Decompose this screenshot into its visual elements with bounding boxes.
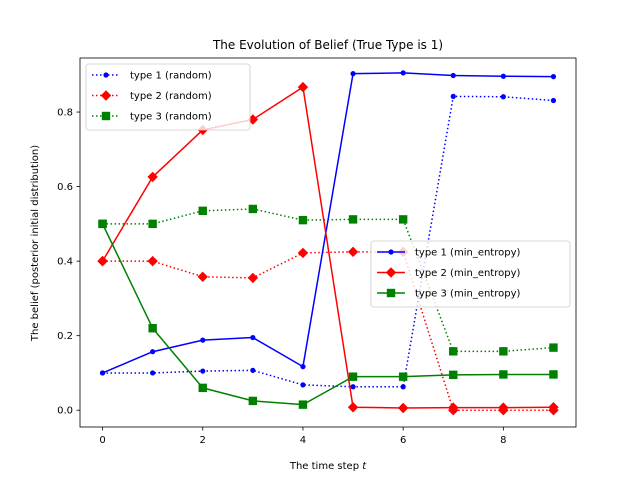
series-5-point-6 xyxy=(397,402,409,414)
series-6-point-7 xyxy=(449,370,458,380)
series-6-point-1 xyxy=(148,324,157,333)
series-5-point-1 xyxy=(147,171,158,183)
series-6-point-9 xyxy=(549,370,558,379)
series-1-point-6 xyxy=(400,384,406,390)
series-2-point-4 xyxy=(297,247,309,259)
chart-title: The Evolution of Belief (True Type is 1) xyxy=(212,38,443,52)
series-5-point-0 xyxy=(97,255,108,267)
series-6-point-0 xyxy=(98,219,107,229)
legend-1-label-2: type 3 (random) xyxy=(130,112,212,123)
series-6-point-2 xyxy=(198,383,207,393)
x-tick-label-6: 6 xyxy=(400,435,406,446)
axes-frame xyxy=(79,57,577,428)
series-2-point-5 xyxy=(347,246,359,258)
legend-2-label-1: type 2 (min_entropy) xyxy=(415,268,521,279)
series-3-point-7 xyxy=(449,347,458,356)
legend-2-box xyxy=(370,240,571,308)
y-tick-label-4: 0.8 xyxy=(57,108,73,119)
series-6-point-4 xyxy=(298,400,308,409)
series-1-point-2 xyxy=(200,368,206,374)
legend-1-marker-2 xyxy=(101,111,111,121)
legend-2-marker-2 xyxy=(386,288,396,298)
legend-1: type 1 (random) type 2 (random) type 3 (ra… xyxy=(85,63,251,131)
series-3-point-5 xyxy=(348,215,358,224)
series-3-point-9 xyxy=(549,343,558,352)
series-5-point-4 xyxy=(297,81,309,93)
series-1-point-8 xyxy=(500,94,506,100)
series-4-point-8 xyxy=(500,73,506,79)
series-3-point-2 xyxy=(198,206,207,216)
x-tick-label-8: 8 xyxy=(500,435,506,446)
series-6-point-6 xyxy=(398,372,408,381)
series-1-point-7 xyxy=(450,93,456,99)
series-3-point-4 xyxy=(298,215,308,225)
series-1-point-9 xyxy=(550,97,557,104)
x-axis-label-text: The time step xyxy=(289,461,362,472)
series-4-point-6 xyxy=(400,70,406,76)
x-axis-label-variable: t xyxy=(362,461,367,472)
series-5-point-7 xyxy=(448,402,459,413)
legends: type 1 (random) type 2 (random) type 3 (ra… xyxy=(85,63,571,308)
series-4-point-2 xyxy=(200,337,206,343)
series-4-point-7 xyxy=(450,72,456,79)
series-4-point-1 xyxy=(150,349,156,355)
series-line-6 xyxy=(101,223,554,406)
legend-1-marker-1 xyxy=(100,90,112,101)
series-6-point-8 xyxy=(499,370,508,379)
legend-1-box xyxy=(85,63,251,131)
x-axis-label: The time step t xyxy=(289,461,367,472)
series-1-point-4 xyxy=(300,382,306,388)
series-2-point-3 xyxy=(247,272,259,284)
series-line-4 xyxy=(102,72,554,374)
series-6-point-3 xyxy=(248,396,258,406)
legend-1-marker-0 xyxy=(103,72,109,78)
legend-2-label-2: type 3 (min_entropy) xyxy=(415,289,521,300)
x-tick-label-2: 2 xyxy=(200,435,206,446)
series-1-point-3 xyxy=(250,367,256,373)
legend-2-label-0: type 1 (min_entropy) xyxy=(415,248,521,259)
legend-1-label-1: type 2 (random) xyxy=(130,91,212,102)
series-3-point-3 xyxy=(248,204,258,214)
legend-2-marker-1 xyxy=(385,267,397,278)
series-line-2 xyxy=(102,251,554,411)
legend-1-label-0: type 1 (random) xyxy=(130,71,212,82)
legend-2: type 1 (min_entropy)type 2 (min_entropy)… xyxy=(370,240,571,308)
series-2-point-1 xyxy=(147,255,158,267)
y-tick-label-3: 0.6 xyxy=(57,182,73,193)
series-5-point-8 xyxy=(498,402,509,413)
x-tick-label-0: 0 xyxy=(99,435,105,446)
series-6-point-5 xyxy=(348,372,358,381)
y-axis-label: The belief (posterior initial distributi… xyxy=(30,145,41,342)
series-3-point-6 xyxy=(398,215,408,224)
series-line-5 xyxy=(101,86,554,409)
series-5-point-9 xyxy=(548,402,559,413)
y-tick-label-1: 0.2 xyxy=(57,331,73,342)
series-4-point-5 xyxy=(350,71,356,77)
series-4-point-0 xyxy=(99,370,106,376)
series-1-point-5 xyxy=(350,384,356,390)
series-5-point-5 xyxy=(347,402,359,413)
series-4-point-9 xyxy=(550,74,557,80)
series-4-point-3 xyxy=(250,334,256,341)
series-1-point-1 xyxy=(150,370,156,376)
y-tick-label-2: 0.4 xyxy=(57,257,73,268)
series-4-point-4 xyxy=(300,364,306,370)
series-3-point-8 xyxy=(499,347,508,356)
series-3-point-1 xyxy=(148,219,157,229)
x-tick-label-4: 4 xyxy=(300,435,306,446)
legend-2-marker-0 xyxy=(388,249,394,255)
series-2-point-2 xyxy=(197,271,208,282)
y-tick-label-0: 0.0 xyxy=(57,406,73,417)
